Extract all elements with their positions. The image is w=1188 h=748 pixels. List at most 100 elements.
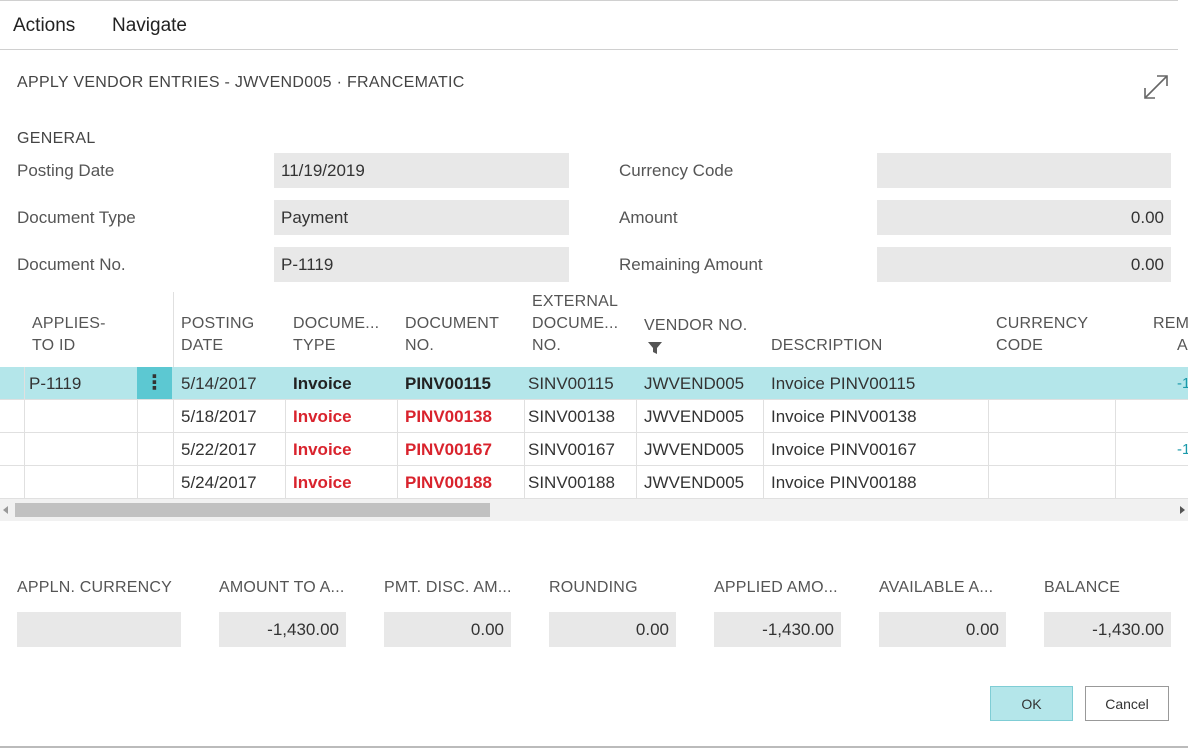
column-divider xyxy=(988,466,989,499)
document-type-field[interactable]: Payment xyxy=(274,200,569,235)
balance-label: BALANCE xyxy=(1044,579,1121,596)
cancel-button[interactable]: Cancel xyxy=(1085,686,1169,721)
applied-amount-field: -1,430.00 xyxy=(714,612,841,647)
document-no-field[interactable]: P-1119 xyxy=(274,247,569,282)
rounding-label: ROUNDING xyxy=(549,579,638,596)
column-divider xyxy=(1115,466,1116,499)
header-text: NO. xyxy=(405,337,435,354)
posting-date-label: Posting Date xyxy=(17,161,115,180)
pmt-disc-amount-field: 0.00 xyxy=(384,612,511,647)
column-divider xyxy=(285,466,286,499)
currency-code-field[interactable] xyxy=(877,153,1171,188)
header-document-no[interactable]: DOCUMENT NO. xyxy=(405,313,499,357)
column-divider xyxy=(397,466,398,499)
header-divider xyxy=(173,292,174,367)
cell-vendor-no: JWVEND005 xyxy=(644,440,745,459)
header-text: DESCRIPTION xyxy=(771,337,883,354)
cell-applies-to-id: P-1119 xyxy=(29,374,82,393)
header-external-document-no[interactable]: EXTERNAL DOCUME... NO. xyxy=(532,291,618,357)
column-divider xyxy=(397,400,398,433)
scroll-left-icon[interactable] xyxy=(3,506,8,514)
cell-vendor-no: JWVEND005 xyxy=(644,407,745,426)
appln-currency-label: APPLN. CURRENCY xyxy=(17,579,173,596)
document-type-label: Document Type xyxy=(17,208,136,227)
top-border xyxy=(0,0,1178,1)
header-text: TYPE xyxy=(293,337,336,354)
page-title: APPLY VENDOR ENTRIES - JWVEND005 · FRANC… xyxy=(17,74,465,91)
document-no-label: Document No. xyxy=(17,255,126,274)
cell-posting-date: 5/14/2017 xyxy=(181,374,257,393)
column-divider xyxy=(397,433,398,466)
cell-description: Invoice PINV00188 xyxy=(771,473,917,492)
column-divider xyxy=(636,466,637,499)
bottom-border xyxy=(0,746,1188,748)
column-divider xyxy=(1115,433,1116,466)
scroll-right-icon[interactable] xyxy=(1180,506,1185,514)
applied-amount-label: APPLIED AMO... xyxy=(714,579,838,596)
remaining-amount-field[interactable]: 0.00 xyxy=(877,247,1171,282)
column-divider xyxy=(24,433,25,466)
amount-to-apply-label: AMOUNT TO A... xyxy=(219,579,345,596)
general-section-title: GENERAL xyxy=(17,130,96,147)
cell-document-no[interactable]: PINV00167 xyxy=(405,440,492,459)
cell-external-document-no: SINV00115 xyxy=(528,374,614,393)
expand-icon[interactable] xyxy=(1141,72,1171,102)
header-applies-to-id[interactable]: APPLIES- TO ID xyxy=(32,313,106,357)
column-divider xyxy=(137,400,138,433)
column-divider xyxy=(285,400,286,433)
table-row[interactable]: 5/18/2017 Invoice PINV00138 SINV00138 JW… xyxy=(0,400,1188,433)
column-divider xyxy=(137,466,138,499)
posting-date-field[interactable]: 11/19/2019 xyxy=(274,153,569,188)
column-divider xyxy=(524,466,525,499)
row-menu-button[interactable]: ⋮ xyxy=(137,367,172,399)
header-posting-date[interactable]: POSTING DATE xyxy=(181,313,254,357)
menu-actions[interactable]: Actions xyxy=(13,15,76,36)
cell-remaining-amount: -1 xyxy=(1177,375,1188,392)
column-divider xyxy=(636,400,637,433)
column-divider xyxy=(988,400,989,433)
cell-document-type: Invoice xyxy=(293,473,352,492)
available-amount-label: AVAILABLE A... xyxy=(879,579,994,596)
cell-document-type: Invoice xyxy=(293,374,352,393)
cell-document-no[interactable]: PINV00138 xyxy=(405,407,492,426)
header-currency-code[interactable]: CURRENCY CODE xyxy=(996,313,1088,357)
header-text: REM xyxy=(1153,315,1188,332)
column-divider xyxy=(173,433,174,466)
table-row[interactable]: P-1119 ⋮ 5/14/2017 Invoice PINV00115 SIN… xyxy=(0,367,1188,400)
header-document-type[interactable]: DOCUME... TYPE xyxy=(293,313,379,357)
header-text: NO. xyxy=(532,337,562,354)
rounding-field: 0.00 xyxy=(549,612,676,647)
column-divider xyxy=(24,400,25,433)
column-divider xyxy=(636,433,637,466)
table-row[interactable]: 5/22/2017 Invoice PINV00167 SINV00167 JW… xyxy=(0,433,1188,466)
menu-navigate[interactable]: Navigate xyxy=(112,15,187,36)
cell-description: Invoice PINV00115 xyxy=(771,374,916,393)
cell-document-no[interactable]: PINV00115 xyxy=(405,374,492,393)
header-text: DOCUMENT xyxy=(405,315,500,332)
amount-to-apply-field: -1,430.00 xyxy=(219,612,346,647)
column-divider xyxy=(137,433,138,466)
cell-vendor-no: JWVEND005 xyxy=(644,473,745,492)
header-text: EXTERNAL xyxy=(532,293,619,310)
header-remaining-amount[interactable]: REM A xyxy=(1153,313,1188,357)
balance-field: -1,430.00 xyxy=(1044,612,1171,647)
currency-code-label: Currency Code xyxy=(619,161,734,180)
ok-button[interactable]: OK xyxy=(990,686,1073,721)
column-divider xyxy=(524,400,525,433)
column-divider xyxy=(988,433,989,466)
header-text: DOCUME... xyxy=(293,315,380,332)
column-divider xyxy=(173,466,174,499)
cell-document-type: Invoice xyxy=(293,440,352,459)
scrollbar-thumb[interactable] xyxy=(15,503,490,517)
table-row[interactable]: 5/24/2017 Invoice PINV00188 SINV00188 JW… xyxy=(0,466,1188,499)
pmt-disc-amount-label: PMT. DISC. AM... xyxy=(384,579,512,596)
header-text: VENDOR NO. xyxy=(644,317,748,334)
header-vendor-no[interactable]: VENDOR NO. xyxy=(644,315,747,337)
cell-document-no[interactable]: PINV00188 xyxy=(405,473,492,492)
cell-external-document-no: SINV00138 xyxy=(528,407,615,426)
cell-remaining-amount: -1 xyxy=(1177,441,1188,458)
header-text: A xyxy=(1177,337,1188,354)
column-divider xyxy=(1115,400,1116,433)
amount-field[interactable]: 0.00 xyxy=(877,200,1171,235)
header-description[interactable]: DESCRIPTION xyxy=(771,335,883,357)
